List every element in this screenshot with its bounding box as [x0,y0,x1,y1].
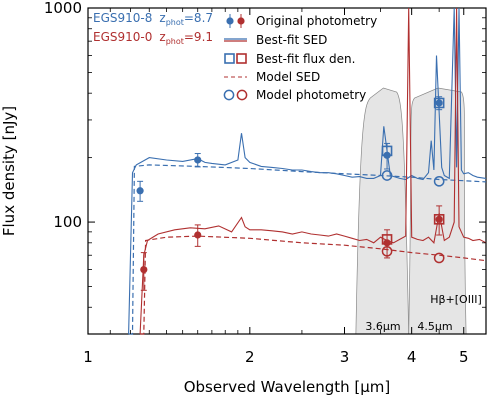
model-photometry-point-0 [381,170,393,181]
series-model_sed-galaxy-0 [128,164,487,335]
galaxy-name-0: EGS910-8 [93,11,152,25]
series-bestfit_sed-galaxy-0 [128,7,487,335]
y-axis-title: Flux density [nJy] [0,106,18,236]
x-axis-title: Observed Wavelength [μm] [184,378,391,396]
series-layer [128,7,487,335]
original-photometry-point-5 [194,231,202,239]
galaxy-z-0: z [159,11,165,25]
original-photometry-point-2 [383,151,391,159]
filter-curve-irac1 [355,87,410,335]
band-label-irac1: 3.6μm [365,320,400,333]
model-photometry-point-1 [433,175,445,187]
x-tick-label-0: 1 [83,348,93,366]
original-photometry-point-0 [136,187,144,195]
plot-frame [87,7,487,335]
galaxy-zval-1: =9.1 [184,30,213,44]
original-photometry-point-6 [383,239,391,247]
galaxy-label-0: EGS910-8 zphot=8.7 [93,11,213,27]
x-tick-label-2: 3 [340,348,350,366]
galaxy-label-1: EGS910-0 zphot=9.1 [93,30,213,46]
x-tick-label-4: 5 [459,348,469,366]
galaxy-zsub-1: phot [166,37,184,46]
legend-flux-symbol [224,53,247,64]
legend: Original photometry Best-fit SED Best-fi… [223,14,377,102]
legend-original-symbol [226,14,245,28]
legend-model-sed-label: Model SED [256,70,320,84]
galaxy-z-1: z [159,30,165,44]
series-bestfit_sed-galaxy-1 [139,7,487,335]
galaxy-labels: EGS910-8 zphot=8.7 EGS910-0 zphot=9.1 [93,11,213,46]
band-label-hbeta-oiii: Hβ+[OIII] [430,293,481,306]
ticks-layer: 1 2 3 4 5 100 1000 [44,0,487,366]
legend-sed-label: Best-fit SED [256,33,327,47]
x-tick-label-3: 4 [407,348,417,366]
original-photometry-point-1 [194,156,202,164]
x-tick-label-1: 2 [245,348,255,366]
legend-model-phot-label: Model photometry [256,88,366,102]
original-photometry-point-7 [435,215,443,223]
legend-original-label: Original photometry [256,14,377,28]
y-tick-label-1: 1000 [44,0,82,17]
series-model_sed-galaxy-1 [140,235,487,335]
original-photometry-point-4 [140,265,148,274]
original-photometry-point-3 [435,99,443,107]
band-label-irac2: 4.5μm [417,320,452,333]
galaxy-zsub-0: phot [166,18,184,27]
y-tick-label-0: 100 [53,213,82,231]
model-photometry-point-3 [433,252,445,264]
legend-flux-label: Best-fit flux den. [256,52,355,66]
legend-sed-symbol [224,38,247,42]
galaxy-name-1: EGS910-0 [93,30,152,44]
points-layer [136,96,445,291]
galaxy-zval-0: =8.7 [184,11,213,25]
plot-area [87,7,487,335]
legend-model-phot-symbol [223,89,248,101]
band-labels: 3.6μm 4.5μm Hβ+[OIII] [365,293,481,333]
